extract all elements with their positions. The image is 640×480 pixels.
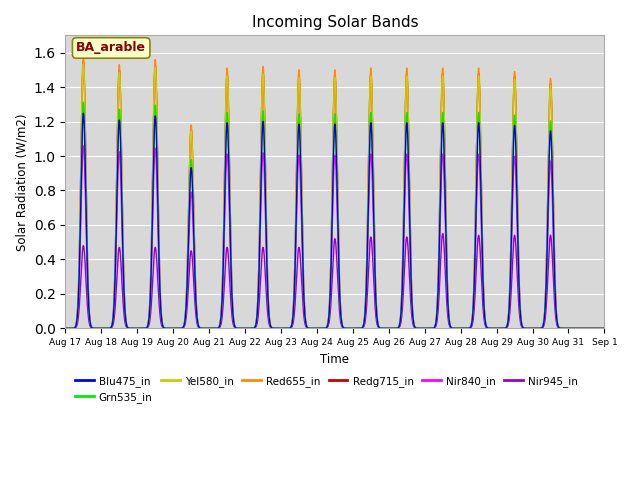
- Yel580_in: [264, 262, 271, 268]
- Line: Red655_in: Red655_in: [65, 56, 604, 328]
- Blu475_in: [486, 325, 493, 331]
- Nir945_in: [600, 325, 608, 331]
- Yel580_in: [172, 325, 179, 331]
- Grn535_in: [598, 325, 606, 331]
- Blu475_in: [410, 318, 417, 324]
- Line: Nir945_in: Nir945_in: [65, 234, 604, 328]
- Nir945_in: [263, 304, 271, 310]
- Redg715_in: [600, 325, 608, 331]
- Red655_in: [598, 325, 606, 331]
- Grn535_in: [600, 325, 608, 331]
- Nir945_in: [61, 325, 69, 331]
- Nir945_in: [171, 325, 179, 331]
- Blu475_in: [598, 325, 606, 331]
- Grn535_in: [410, 317, 417, 323]
- Redg715_in: [264, 262, 271, 267]
- Nir945_in: [410, 322, 417, 327]
- Redg715_in: [79, 59, 87, 64]
- Nir840_in: [79, 143, 87, 149]
- Line: Grn535_in: Grn535_in: [65, 102, 604, 328]
- Nir840_in: [264, 282, 271, 288]
- Red655_in: [172, 325, 179, 331]
- Nir840_in: [598, 325, 606, 331]
- Line: Blu475_in: Blu475_in: [65, 113, 604, 328]
- Yel580_in: [177, 325, 184, 331]
- Blu475_in: [177, 325, 184, 331]
- Redg715_in: [486, 325, 493, 331]
- Grn535_in: [79, 99, 87, 105]
- Red655_in: [61, 325, 69, 331]
- Redg715_in: [410, 316, 417, 322]
- Line: Yel580_in: Yel580_in: [65, 64, 604, 328]
- Yel580_in: [600, 325, 608, 331]
- Y-axis label: Solar Radiation (W/m2): Solar Radiation (W/m2): [15, 113, 28, 251]
- Nir945_in: [486, 325, 493, 331]
- Yel580_in: [61, 325, 69, 331]
- Text: BA_arable: BA_arable: [76, 41, 146, 54]
- Red655_in: [79, 53, 87, 59]
- Line: Nir840_in: Nir840_in: [65, 146, 604, 328]
- Blu475_in: [600, 325, 608, 331]
- Redg715_in: [172, 325, 179, 331]
- Redg715_in: [61, 325, 69, 331]
- X-axis label: Time: Time: [321, 353, 349, 366]
- Blu475_in: [79, 110, 87, 116]
- Grn535_in: [264, 271, 271, 277]
- Nir840_in: [600, 325, 608, 331]
- Nir840_in: [486, 325, 493, 331]
- Blu475_in: [61, 325, 69, 331]
- Redg715_in: [177, 325, 184, 331]
- Yel580_in: [486, 325, 493, 331]
- Blu475_in: [264, 274, 271, 280]
- Redg715_in: [598, 325, 606, 331]
- Grn535_in: [61, 325, 69, 331]
- Grn535_in: [177, 325, 184, 331]
- Yel580_in: [598, 325, 606, 331]
- Red655_in: [177, 325, 184, 331]
- Nir840_in: [177, 325, 184, 331]
- Grn535_in: [486, 325, 493, 331]
- Yel580_in: [410, 316, 417, 322]
- Title: Incoming Solar Bands: Incoming Solar Bands: [252, 15, 418, 30]
- Yel580_in: [79, 61, 87, 67]
- Nir945_in: [177, 325, 184, 331]
- Red655_in: [486, 325, 493, 331]
- Red655_in: [600, 325, 608, 331]
- Nir840_in: [172, 325, 179, 331]
- Nir945_in: [598, 325, 606, 331]
- Line: Redg715_in: Redg715_in: [65, 61, 604, 328]
- Legend: Blu475_in, Grn535_in, Yel580_in, Red655_in, Redg715_in, Nir840_in, Nir945_in: Blu475_in, Grn535_in, Yel580_in, Red655_…: [70, 372, 582, 407]
- Red655_in: [264, 260, 271, 266]
- Blu475_in: [172, 325, 179, 331]
- Grn535_in: [172, 325, 179, 331]
- Nir840_in: [410, 319, 417, 324]
- Nir945_in: [439, 231, 447, 237]
- Red655_in: [410, 316, 417, 322]
- Nir840_in: [61, 325, 69, 331]
